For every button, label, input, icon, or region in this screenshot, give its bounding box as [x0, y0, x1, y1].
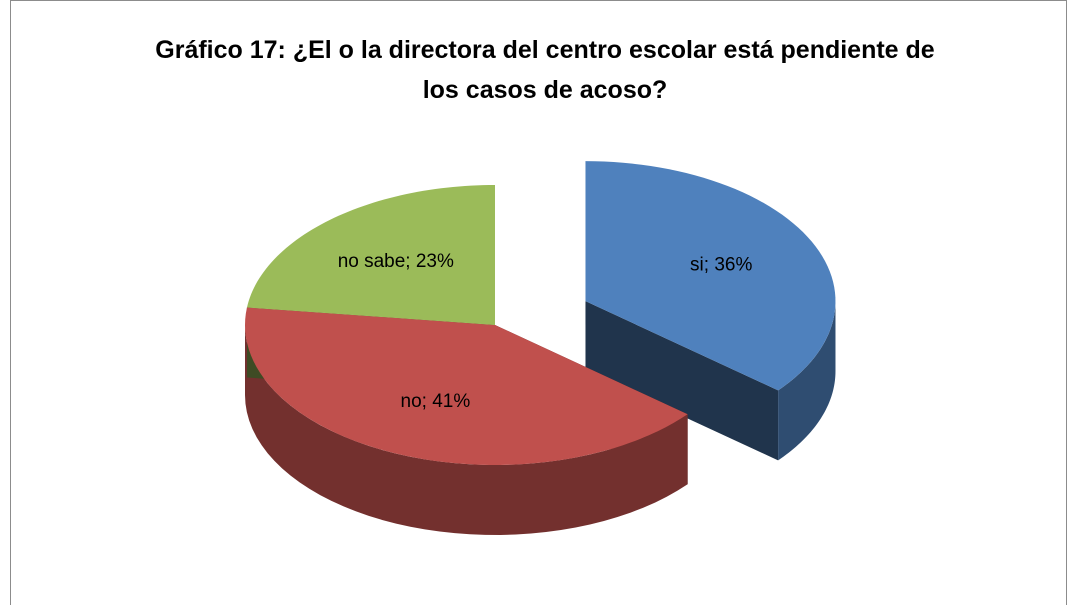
- slice-wall: [245, 325, 688, 535]
- pie-slice: [246, 185, 495, 325]
- data-label: no sabe; 23%: [338, 251, 454, 272]
- data-label: no; 41%: [401, 391, 471, 412]
- slice-tops: [245, 161, 836, 465]
- data-label: si; 36%: [690, 254, 752, 275]
- pie-slice: [245, 307, 688, 465]
- slice-cut-face: [585, 301, 779, 461]
- chart-title: Gráfico 17: ¿El o la directora del centr…: [155, 36, 935, 104]
- slice-wall: [778, 301, 836, 461]
- pie-slice: [585, 161, 836, 391]
